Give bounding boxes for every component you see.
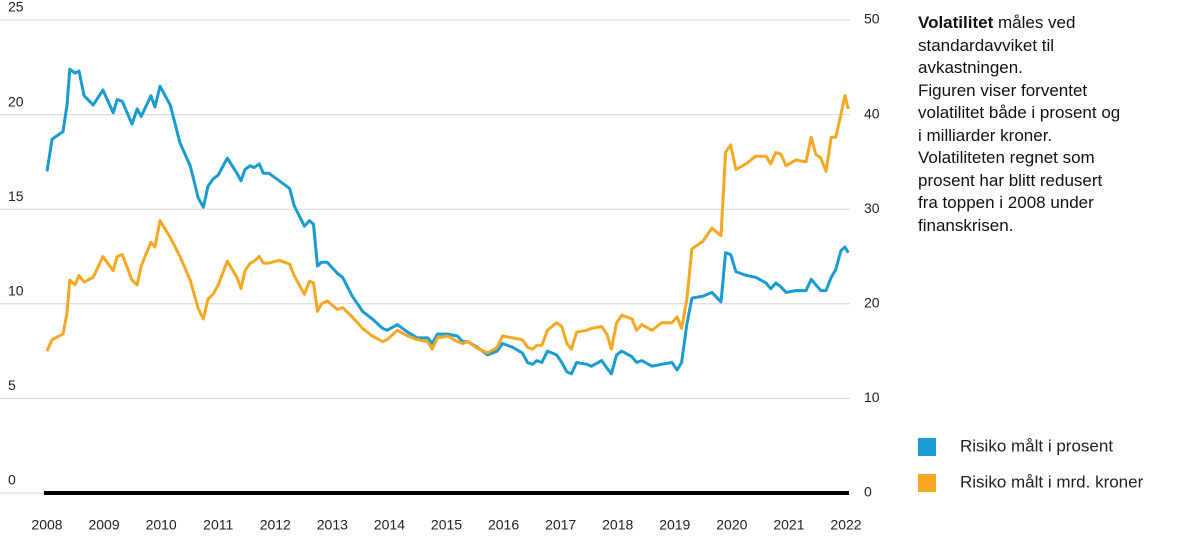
y2-tick-label: 50 [864,11,880,27]
annotation-bold: Volatilitet [918,13,994,32]
y2-tick-label: 10 [864,389,880,405]
legend-swatch [918,474,936,492]
annotation-line: volatilitet både i prosent og [918,103,1121,122]
y-tick-label: 10 [8,283,24,299]
series-line [45,67,850,376]
y-tick-label: 20 [8,93,24,109]
annotation-line: Figuren viser forventet [918,80,1088,100]
x-tick-label: 2008 [31,517,62,533]
annotation-line: Volatiliteten regnet som [918,148,1095,167]
x-tick-label: 2014 [374,517,405,533]
legend-label: Risiko målt i mrd. kroner [960,472,1144,491]
annotation-line: standardavviket til [918,35,1055,55]
annotation-line: prosent har blitt redusert [918,170,1103,190]
y2-tick-label: 40 [864,105,880,121]
x-tick-label: 2013 [317,517,348,533]
x-tick-label: 2022 [830,517,861,533]
x-tick-label: 2017 [545,517,576,533]
x-tick-label: 2009 [88,517,119,533]
y2-tick-label: 30 [864,200,880,216]
annotation-line: i milliarder kroner. [918,125,1053,145]
y-tick-label: 25 [8,0,24,15]
annotation-text: måles ved [997,13,1076,32]
x-tick-label: 2018 [602,517,633,533]
x-tick-label: 2016 [488,517,519,533]
annotation-line: avkastningen. [918,58,1023,77]
y2-tick-label: 0 [864,484,872,500]
x-tick-label: 2021 [773,517,804,533]
legend-label: Risiko målt i prosent [960,436,1113,455]
x-tick-label: 2020 [716,517,747,533]
annotation: Volatilitet måles ved standardavviket ti… [918,12,1120,237]
x-tick-label: 2019 [659,517,690,533]
y-tick-label: 15 [8,188,24,204]
y-tick-label: 5 [8,377,16,393]
x-tick-label: 2011 [203,517,233,533]
annotation-line: Volatilitet måles ved [918,12,1120,35]
y-tick-label: 0 [8,472,16,488]
x-tick-label: 2015 [431,517,462,533]
series-line [45,94,850,355]
y2-tick-label: 20 [864,295,880,311]
annotation-line: finanskrisen. [918,215,1014,235]
x-tick-label: 2012 [260,517,291,533]
legend-swatch [918,438,936,456]
x-tick-label: 2010 [146,517,177,533]
annotation-line: fra toppen i 2008 under [918,193,1094,212]
